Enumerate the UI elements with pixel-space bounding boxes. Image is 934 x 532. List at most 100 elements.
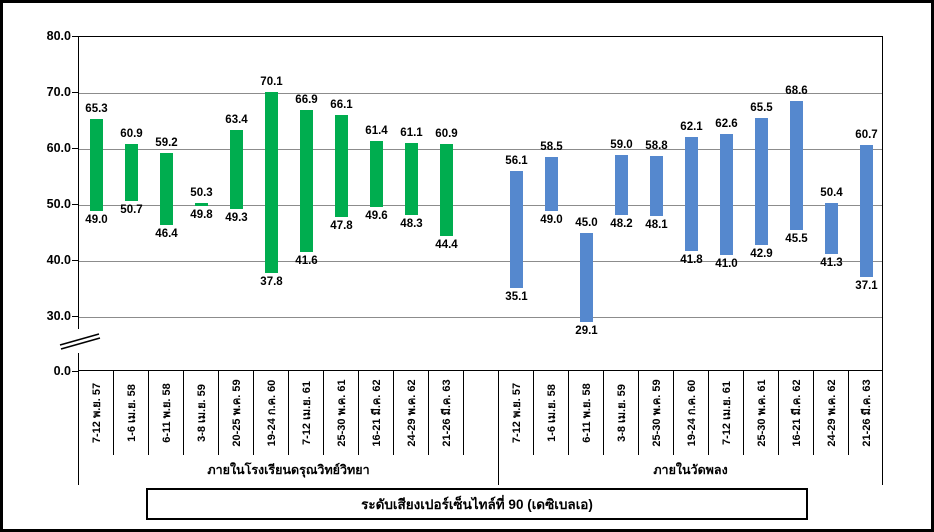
y-axis-tick	[72, 204, 78, 205]
y-axis-tick	[72, 260, 78, 261]
bar-value-low: 42.9	[750, 247, 773, 260]
bar-value-low: 49.3	[225, 211, 248, 224]
range-bar	[825, 202, 838, 254]
range-bar	[230, 129, 243, 209]
range-bar	[125, 143, 138, 202]
x-axis-cell: 1-6 เม.ย. 58	[113, 371, 148, 455]
range-bar	[300, 110, 313, 253]
x-axis-label: 20-25 พ.ค. 59	[231, 379, 243, 447]
bar-value-low: 48.1	[645, 218, 668, 231]
bar-value-high: 65.3	[85, 103, 108, 116]
group-label-school-text: ภายในโรงเรียนดรุณวิทย์วิทยา	[207, 463, 370, 477]
bar-value-high: 62.1	[680, 121, 703, 134]
bar-value-high: 58.5	[540, 141, 563, 154]
bar-value-low: 37.1	[855, 280, 878, 293]
x-axis-cell: 24-29 พ.ค. 62	[813, 371, 848, 455]
x-axis-label: 7-12 เม.ย. 61	[721, 381, 733, 445]
range-bar	[370, 141, 383, 208]
y-axis-tick	[72, 36, 78, 37]
x-axis-cell: 7-12 เม.ย. 61	[708, 371, 743, 455]
x-axis-cell: 7-12 พ.ย. 57	[78, 371, 113, 455]
x-axis-cell: 20-25 พ.ค. 59	[218, 371, 253, 455]
group-label-school: ภายในโรงเรียนดรุณวิทย์วิทยา	[78, 455, 498, 485]
x-axis-cell: 16-21 มี.ค. 62	[358, 371, 393, 455]
x-axis-cell: 25-30 พ.ค. 61	[743, 371, 778, 455]
bar-value-low: 37.8	[260, 276, 283, 289]
range-bar	[580, 233, 593, 323]
y-axis-label: 40.0	[46, 253, 71, 267]
x-axis-label: 3-8 เม.ย. 59	[196, 384, 208, 442]
bar-value-high: 65.5	[750, 102, 773, 115]
bar-value-high: 60.9	[435, 127, 458, 140]
range-bar	[335, 114, 348, 218]
y-gridline	[79, 93, 882, 94]
bar-value-low: 49.8	[190, 209, 213, 222]
group-label-temple: ภายในวัดพลง	[498, 455, 883, 485]
x-axis-cell: 25-30 พ.ค. 61	[323, 371, 358, 455]
bar-value-high: 56.1	[505, 154, 528, 167]
x-axis-cell: 6-11 พ.ย. 58	[148, 371, 183, 455]
bar-value-low: 49.0	[540, 213, 563, 226]
y-axis-label: 80.0	[46, 29, 71, 43]
x-axis-cell: 3-8 เม.ย. 59	[183, 371, 218, 455]
x-axis-label: 7-12 เม.ย. 61	[301, 381, 313, 445]
bar-value-high: 45.0	[575, 217, 598, 229]
x-axis-cell: 21-26 มี.ค. 63	[848, 371, 883, 455]
x-axis-cell	[463, 371, 498, 455]
x-axis-cell: 21-26 มี.ค. 63	[428, 371, 463, 455]
bar-value-high: 61.4	[365, 125, 388, 138]
bar-value-low: 45.5	[785, 233, 808, 246]
bar-value-high: 58.8	[645, 139, 668, 152]
bar-value-high: 68.6	[785, 84, 808, 97]
y-gridline	[79, 261, 882, 262]
bar-value-low: 46.4	[155, 228, 178, 241]
x-axis-cell: 7-12 พ.ย. 57	[498, 371, 533, 455]
range-bar	[90, 119, 103, 211]
bar-value-low: 41.6	[295, 255, 318, 268]
x-axis-label: 19-24 ก.ค. 60	[266, 379, 278, 447]
y-gridline	[79, 317, 882, 318]
range-bar	[755, 118, 768, 245]
range-bar	[720, 134, 733, 256]
bar-value-low: 41.3	[820, 256, 843, 269]
x-axis-label: 16-21 มี.ค. 62	[791, 379, 803, 447]
y-axis-label: 50.0	[46, 197, 71, 211]
range-bar	[195, 203, 208, 207]
range-bar	[440, 143, 453, 237]
x-axis-label: 3-8 เม.ย. 59	[616, 384, 628, 442]
group-label-temple-text: ภายในวัดพลง	[653, 463, 728, 477]
x-axis-label: 7-12 พ.ย. 57	[91, 382, 103, 444]
bar-value-low: 48.3	[400, 217, 423, 230]
bar-value-high: 60.9	[120, 127, 143, 140]
plot-area: 65.3 49.0 60.9 50.7 59.2 46.4 50.3 49.8 63.4 49.3…	[78, 36, 883, 371]
x-axis-cell: 6-11 พ.ย. 58	[568, 371, 603, 455]
y-axis-label: 30.0	[46, 309, 71, 323]
x-axis-cell: 19-24 ก.ค. 60	[253, 371, 288, 455]
x-axis-label: 19-24 ก.ค. 60	[686, 379, 698, 447]
bar-value-low: 29.1	[575, 325, 598, 338]
bar-value-low: 35.1	[505, 291, 528, 304]
range-bar	[860, 145, 873, 278]
range-bar	[615, 154, 628, 216]
y-axis-tick	[72, 316, 78, 317]
bar-value-low: 47.8	[330, 220, 353, 233]
y-gridline	[79, 149, 882, 150]
x-axis-cell: 1-6 เม.ย. 58	[533, 371, 568, 455]
y-gridline	[79, 205, 882, 206]
x-axis-label: 21-26 มี.ค. 63	[860, 379, 873, 447]
x-axis-label: 25-30 พ.ค. 59	[651, 379, 663, 447]
range-bar	[790, 100, 803, 231]
x-axis-cell: 16-21 มี.ค. 62	[778, 371, 813, 455]
x-axis-label: 7-12 พ.ย. 57	[511, 382, 523, 444]
x-axis-label: 6-11 พ.ย. 58	[581, 383, 593, 443]
range-bar	[405, 142, 418, 215]
bar-value-low: 41.8	[680, 253, 703, 266]
x-axis-cell: 7-12 เม.ย. 61	[288, 371, 323, 455]
bar-value-high: 59.2	[155, 137, 178, 150]
y-axis-label: 70.0	[46, 85, 71, 99]
x-axis-cell: 3-8 เม.ย. 59	[603, 371, 638, 455]
y-axis-break-icon	[58, 329, 102, 353]
range-bar	[160, 153, 173, 226]
range-bar	[545, 157, 558, 211]
